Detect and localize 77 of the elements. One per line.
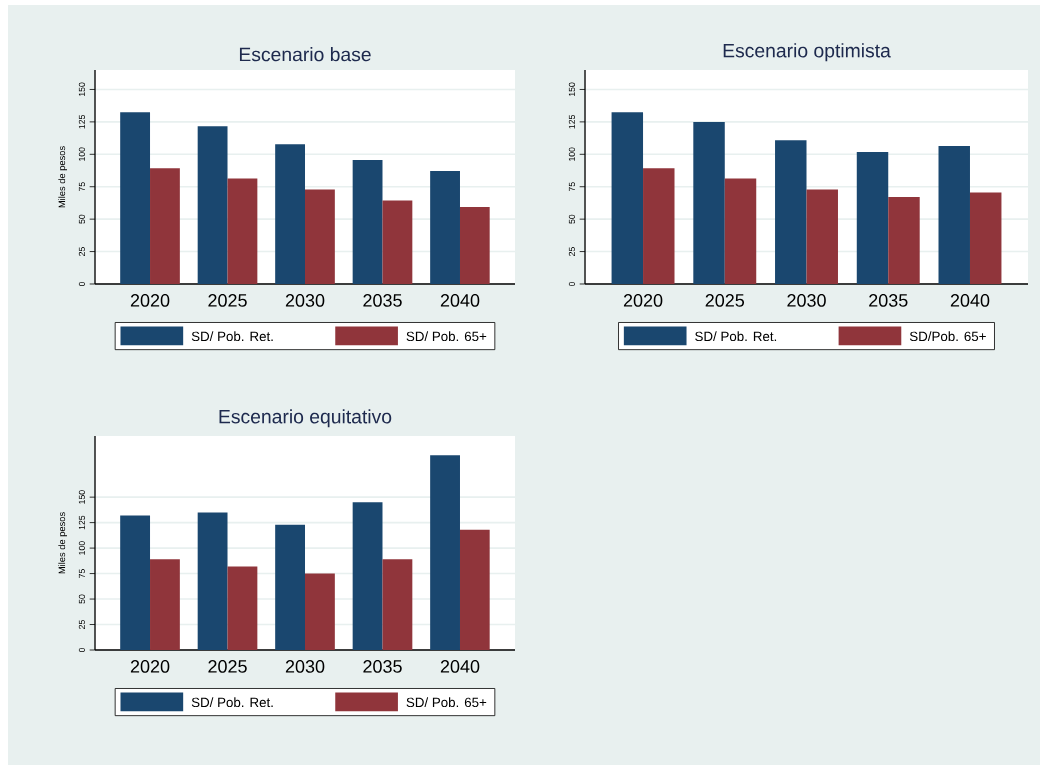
y-tick-label: 150: [568, 82, 575, 97]
bar: [120, 515, 151, 650]
legend-label: SD/ Pob. 65+: [406, 697, 487, 708]
legend-label: SD/ Pob. Ret.: [695, 331, 777, 342]
legend-label: SD/Pob. 65+: [909, 331, 986, 342]
bar: [724, 178, 757, 284]
y-tick-label: 25: [78, 620, 85, 629]
chart-title: Escenario equitativo: [219, 409, 392, 428]
x-tick-label: 2040: [440, 660, 480, 673]
legend-label: SD/ Pob. 65+: [406, 331, 487, 342]
y-tick-label: 75: [78, 569, 85, 578]
y-tick-label: 150: [78, 490, 85, 504]
bar: [775, 140, 807, 284]
y-tick-label: 25: [78, 247, 85, 256]
x-tick-label: 2025: [208, 294, 247, 307]
bar: [969, 192, 1002, 284]
bar: [352, 502, 383, 650]
y-tick-label: 100: [78, 147, 85, 161]
y-tick-label: 0: [78, 647, 85, 653]
y-tick-label: 50: [78, 214, 85, 224]
x-tick-label: 2020: [130, 660, 170, 673]
chart-title: Escenario optimista: [723, 43, 891, 62]
y-tick-label: 0: [568, 281, 575, 287]
x-tick-label: 2030: [787, 294, 826, 307]
bar: [120, 112, 151, 284]
bar: [806, 189, 838, 284]
bar: [888, 197, 920, 284]
x-tick-label: 2035: [869, 294, 908, 307]
legend-label: SD/ Pob. Ret.: [191, 697, 273, 708]
bar: [938, 146, 970, 284]
bar: [150, 559, 180, 650]
y-tick-label: 50: [78, 594, 85, 604]
bar: [693, 121, 725, 284]
bar: [227, 566, 258, 650]
bar: [643, 168, 675, 284]
bar: [275, 524, 306, 650]
bar: [430, 455, 460, 650]
y-tick-label: 150: [78, 82, 85, 97]
x-tick-label: 2040: [950, 294, 990, 307]
bar: [197, 126, 228, 284]
bar: [352, 160, 383, 284]
y-tick-label: 0: [78, 281, 85, 287]
x-tick-label: 2025: [208, 660, 247, 673]
x-tick-label: 2020: [623, 294, 663, 307]
chart-title: Escenario base: [239, 47, 371, 62]
bar: [856, 151, 889, 284]
bar: [305, 573, 335, 650]
bar: [305, 189, 335, 284]
y-axis-title: Miles de pesos: [58, 146, 68, 208]
y-tick-label: 75: [78, 182, 85, 192]
y-tick-label: 125: [78, 515, 85, 530]
x-tick-label: 2030: [285, 294, 325, 307]
y-tick-label: 125: [78, 115, 85, 129]
bar: [275, 144, 306, 284]
bar: [382, 559, 413, 650]
bar: [197, 512, 228, 650]
x-tick-label: 2035: [363, 660, 402, 673]
bar: [459, 207, 490, 284]
y-tick-label: 125: [568, 115, 575, 129]
x-tick-label: 2020: [130, 294, 170, 307]
bar: [227, 178, 258, 284]
bar: [459, 529, 490, 650]
bar: [382, 200, 413, 284]
y-tick-label: 100: [78, 541, 85, 555]
bar: [150, 168, 180, 284]
y-tick-label: 75: [568, 182, 575, 192]
x-tick-label: 2030: [285, 660, 325, 673]
bar: [611, 112, 644, 284]
x-tick-label: 2035: [363, 294, 402, 307]
y-tick-label: 100: [568, 147, 575, 161]
bar: [430, 171, 460, 284]
x-tick-label: 2040: [440, 294, 480, 307]
y-tick-label: 50: [568, 214, 575, 224]
legend-label: SD/ Pob. Ret.: [191, 331, 273, 342]
y-axis-title: Miles de pesos: [58, 512, 68, 574]
y-tick-label: 25: [568, 247, 575, 256]
x-tick-label: 2025: [705, 294, 745, 307]
